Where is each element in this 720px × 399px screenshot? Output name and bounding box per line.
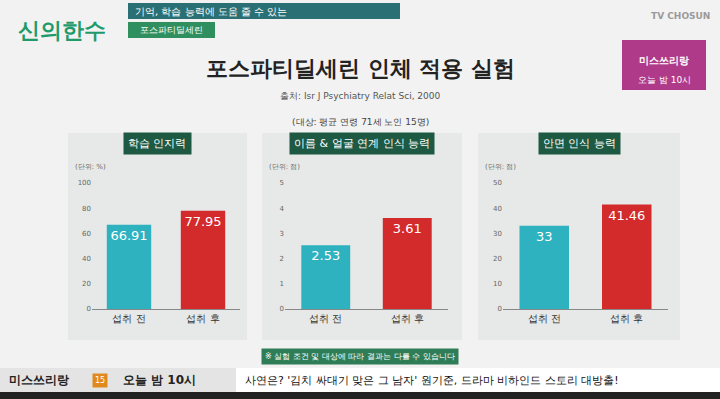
svg-text:출처: Isr J Psychiatry Relat Sci: 출처: Isr J Psychiatry Relat Sci, 2000	[280, 91, 441, 101]
svg-text:2.53: 2.53	[311, 248, 340, 263]
svg-text:섭취 전: 섭취 전	[309, 313, 342, 324]
svg-text:오늘 밤 10시: 오늘 밤 10시	[123, 373, 196, 387]
svg-text:이름 & 얼굴 연계 인식 능력: 이름 & 얼굴 연계 인식 능력	[294, 137, 430, 150]
svg-text:미스쓰리랑: 미스쓰리랑	[9, 373, 69, 387]
svg-text:(대상: 평균 연령 71세 노인 15명): (대상: 평균 연령 71세 노인 15명)	[292, 117, 429, 127]
svg-text:TV CHOSUN: TV CHOSUN	[651, 11, 710, 21]
svg-text:(단위: %): (단위: %)	[75, 163, 106, 171]
svg-text:섭취 전: 섭취 전	[528, 313, 561, 324]
svg-text:0: 0	[498, 305, 502, 313]
svg-text:40: 40	[493, 205, 502, 213]
svg-text:포스파티딜세린: 포스파티딜세린	[140, 25, 203, 35]
svg-text:20: 20	[82, 280, 91, 288]
svg-text:오늘 밤 10시: 오늘 밤 10시	[638, 75, 691, 85]
svg-text:3: 3	[280, 230, 284, 238]
svg-text:5: 5	[280, 179, 284, 187]
svg-text:※ 실험 조건 및 대상에 따라 결과는 다를 수 있습니다: ※ 실험 조건 및 대상에 따라 결과는 다를 수 있습니다	[265, 352, 455, 361]
svg-text:사연은? '김치 싸대기 맞은 그 남자' 원기준, 드라마: 사연은? '김치 싸대기 맞은 그 남자' 원기준, 드라마 비하인드 스토리 …	[245, 374, 619, 387]
svg-text:기억, 학습 능력에 도움 줄 수 있는: 기억, 학습 능력에 도움 줄 수 있는	[135, 6, 287, 17]
svg-text:포스파티딜세린 인체 적용 실험: 포스파티딜세린 인체 적용 실험	[206, 56, 515, 81]
svg-text:섭취 전: 섭취 전	[112, 313, 145, 324]
svg-text:2: 2	[280, 255, 284, 263]
svg-text:1: 1	[280, 280, 284, 288]
svg-text:안면 인식 능력: 안면 인식 능력	[543, 137, 616, 150]
svg-text:20: 20	[493, 255, 502, 263]
svg-text:섭취 후: 섭취 후	[186, 313, 219, 324]
svg-text:77.95: 77.95	[184, 214, 221, 229]
svg-text:33: 33	[536, 229, 553, 244]
svg-text:섭취 후: 섭취 후	[610, 313, 643, 324]
svg-text:41.46: 41.46	[608, 208, 645, 223]
svg-text:(단위: 점): (단위: 점)	[485, 163, 516, 171]
svg-text:섭취 후: 섭취 후	[391, 313, 424, 324]
svg-text:4: 4	[280, 205, 285, 213]
svg-text:30: 30	[493, 230, 502, 238]
svg-text:50: 50	[493, 179, 502, 187]
svg-text:3.61: 3.61	[393, 221, 422, 236]
svg-text:60: 60	[82, 230, 91, 238]
svg-text:80: 80	[82, 205, 91, 213]
svg-text:0: 0	[87, 305, 91, 313]
svg-text:66.91: 66.91	[110, 228, 147, 243]
svg-text:10: 10	[493, 280, 502, 288]
svg-text:미스쓰리랑: 미스쓰리랑	[639, 55, 689, 66]
svg-text:100: 100	[78, 179, 91, 187]
svg-text:15: 15	[95, 376, 105, 385]
svg-text:(단위: 점): (단위: 점)	[269, 163, 300, 171]
svg-text:0: 0	[280, 305, 284, 313]
svg-text:40: 40	[82, 255, 91, 263]
svg-text:신의한수: 신의한수	[18, 18, 106, 43]
svg-text:학습 인지력: 학습 인지력	[128, 137, 187, 150]
